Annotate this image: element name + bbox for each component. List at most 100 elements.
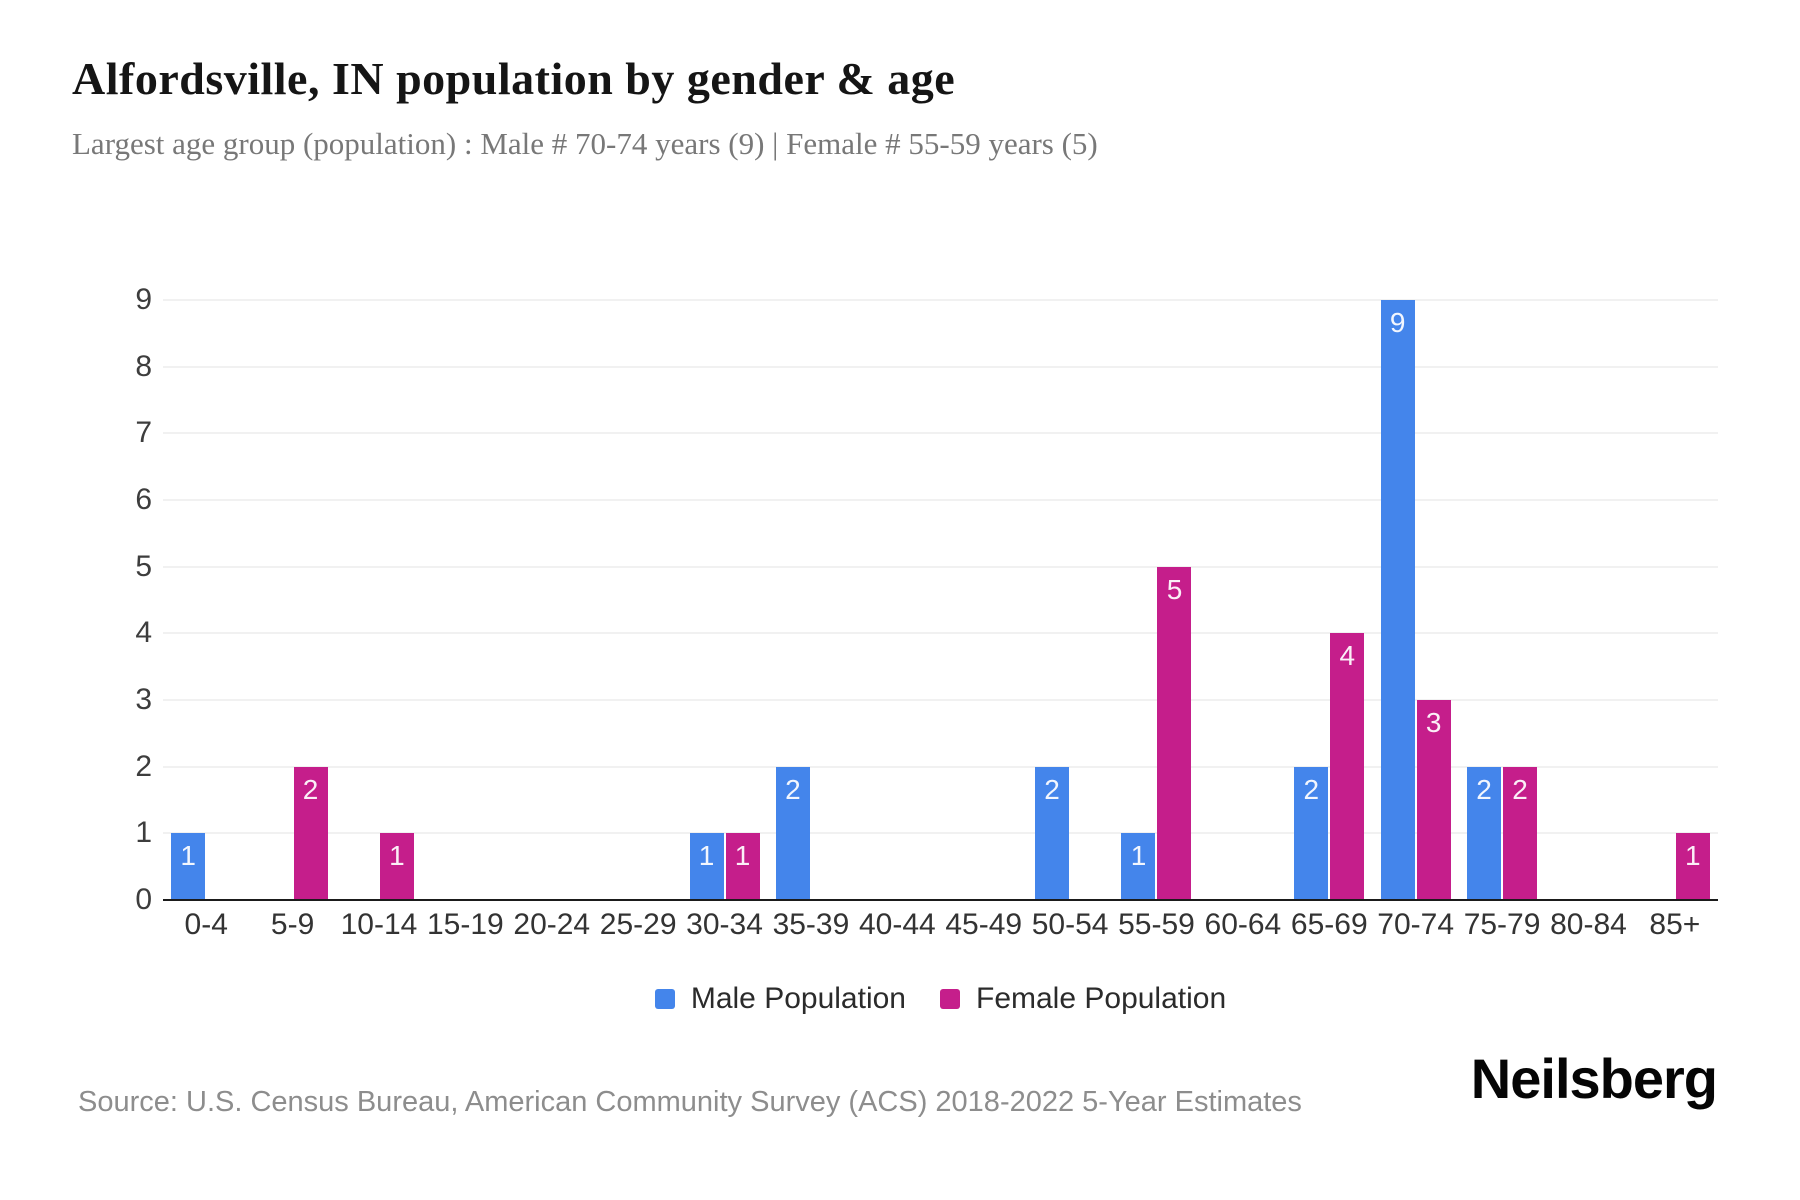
bar-male-35-39[interactable]: 2 [775, 766, 810, 900]
gridline [163, 299, 1718, 301]
x-axis-tick-label: 55-59 [1118, 908, 1195, 941]
bar-female-75-79[interactable]: 2 [1503, 766, 1538, 900]
legend-item-male[interactable]: Male Population [654, 982, 906, 1016]
bar-female-85+[interactable]: 1 [1675, 833, 1710, 900]
category-slot [1545, 300, 1631, 900]
chart-subtitle: Largest age group (population) : Male # … [72, 126, 1098, 161]
x-axis-tick-label: 80-84 [1550, 908, 1627, 941]
brand-logo[interactable]: Neilsberg [1470, 1047, 1718, 1110]
y-axis-tick-label: 7 [135, 416, 152, 450]
gridline [163, 365, 1718, 368]
y-axis-tick-label: 4 [135, 616, 152, 650]
x-axis-tick-label: 5-9 [270, 908, 315, 941]
category-slot: 2 [768, 300, 854, 900]
y-axis-tick-label: 6 [135, 483, 152, 516]
y-axis-tick-label: 5 [135, 549, 152, 583]
bar-value-label: 2 [1303, 773, 1320, 805]
gridline [163, 832, 1718, 835]
x-axis-tick-label: 50-54 [1031, 908, 1109, 941]
category-slot: 1 [1632, 300, 1718, 900]
x-axis-tick-label: 85+ [1649, 908, 1701, 941]
bar-value-label: 1 [389, 840, 405, 872]
bar-male-30-34[interactable]: 1 [689, 833, 724, 900]
bar-value-label: 3 [1425, 707, 1442, 738]
bar-value-label: 2 [302, 773, 319, 805]
x-axis-tick-label: 40-44 [858, 908, 936, 941]
category-slot: 2 [249, 300, 335, 900]
x-axis-tick-label: 0-4 [184, 908, 228, 941]
bar-value-label: 1 [734, 840, 751, 872]
x-axis-tick-label: 75-79 [1463, 908, 1541, 941]
y-axis-tick-label: 0 [135, 883, 152, 916]
gridline [163, 632, 1718, 635]
bar-value-label: 2 [1476, 773, 1492, 805]
category-slot [1200, 300, 1286, 900]
bar-value-label: 1 [1685, 840, 1701, 872]
bar-male-50-54[interactable]: 2 [1035, 766, 1070, 900]
gridline [163, 565, 1718, 568]
bar-male-65-69[interactable]: 2 [1294, 766, 1329, 900]
legend-label-male: Male Population [690, 982, 906, 1015]
bar-female-30-34[interactable]: 1 [725, 833, 760, 900]
legend: Male Population Female Population [163, 982, 1718, 1016]
bar-value-label: 2 [1044, 773, 1060, 805]
bar-male-0-4[interactable]: 1 [171, 833, 206, 900]
gridline [163, 499, 1718, 501]
legend-label-female: Female Population [976, 982, 1227, 1015]
x-axis-tick-label: 35-39 [772, 908, 850, 941]
source-attribution: Source: U.S. Census Bureau, American Com… [78, 1086, 1302, 1118]
x-axis-tick-label: 10-14 [340, 908, 418, 941]
bar-female-10-14[interactable]: 1 [379, 833, 414, 900]
category-slot: 1 [336, 300, 422, 900]
y-axis: 0 1 2 3 4 5 6 7 8 9 [90, 283, 152, 916]
bar-value-label: 9 [1389, 307, 1406, 338]
bar-female-65-69[interactable]: 4 [1330, 633, 1365, 900]
x-axis-tick-label: 20-24 [513, 908, 591, 941]
category-slot: 2 [1027, 300, 1113, 900]
bar-value-label: 1 [180, 840, 196, 872]
x-axis-tick-label: 65-69 [1290, 908, 1368, 941]
female-legend-swatch-icon [940, 989, 960, 1009]
gridline [163, 699, 1718, 701]
bar-male-70-74[interactable]: 9 [1380, 300, 1415, 900]
x-axis-tick-label: 70-74 [1377, 908, 1455, 941]
category-slot [509, 300, 595, 900]
gridline [163, 765, 1718, 768]
bar-value-label: 4 [1339, 640, 1356, 672]
x-axis-tick-label: 60-64 [1204, 908, 1282, 941]
male-legend-swatch-icon [654, 989, 675, 1009]
category-slot [595, 300, 681, 900]
gridline [163, 432, 1718, 435]
x-axis-tick-label: 30-34 [686, 908, 763, 941]
y-axis-tick-label: 2 [135, 749, 152, 783]
bar-female-55-59[interactable]: 5 [1157, 566, 1192, 900]
bar-value-label: 2 [1512, 773, 1528, 805]
bar-value-label: 1 [1130, 840, 1147, 872]
x-axis: 0-4 5-9 10-14 15-19 20-24 25-29 30-34 35-39 40-4… [163, 908, 1718, 942]
y-axis-tick-label: 9 [135, 283, 152, 316]
y-axis-tick-label: 1 [135, 816, 152, 850]
bar-male-55-59[interactable]: 1 [1121, 833, 1156, 900]
bar-female-70-74[interactable]: 3 [1416, 700, 1451, 900]
chart-title: Alfordsville, IN population by gender & … [72, 53, 956, 104]
bar-value-label: 2 [785, 773, 801, 805]
x-axis-line [163, 899, 1718, 901]
x-axis-tick-label: 15-19 [427, 908, 504, 941]
category-slot [941, 300, 1027, 900]
category-slot [422, 300, 508, 900]
bar-male-75-79[interactable]: 2 [1467, 766, 1502, 900]
category-slot [854, 300, 940, 900]
y-axis-tick-label: 8 [135, 349, 152, 383]
bar-value-label: 5 [1166, 573, 1183, 605]
legend-item-female[interactable]: Female Population [940, 982, 1226, 1016]
bar-female-5-9[interactable]: 2 [293, 766, 328, 900]
bar-value-label: 1 [698, 840, 715, 872]
